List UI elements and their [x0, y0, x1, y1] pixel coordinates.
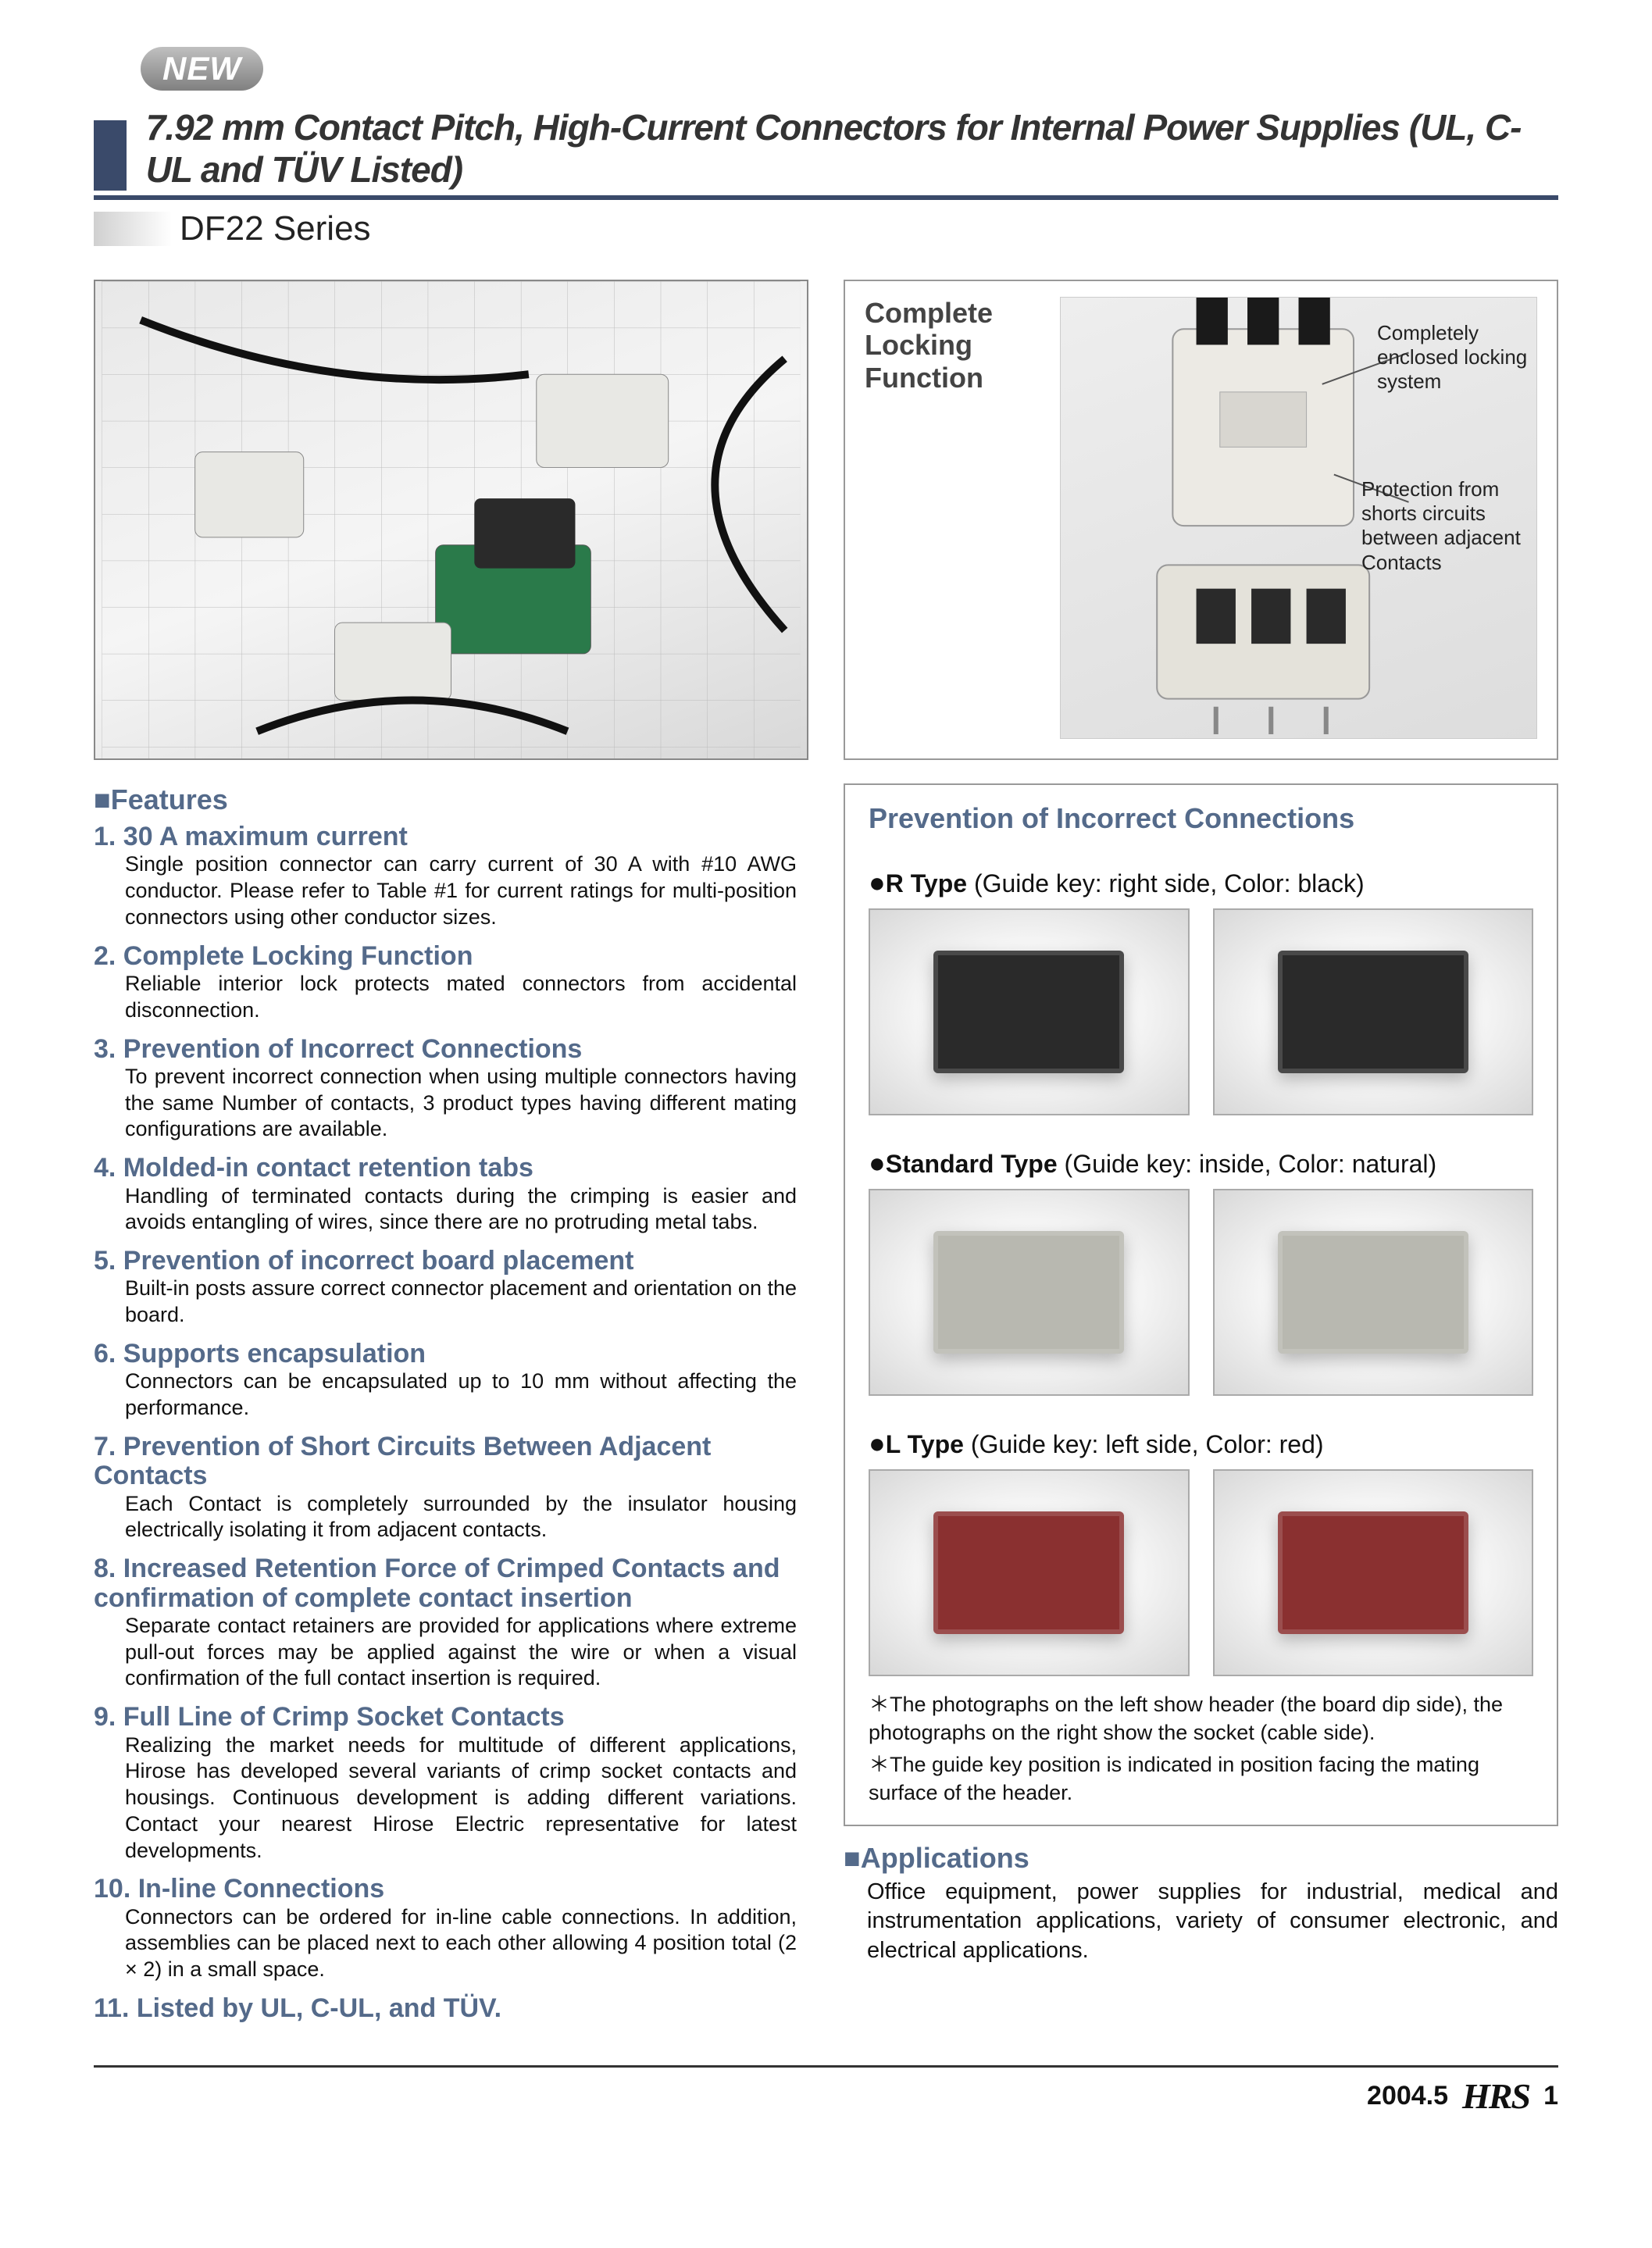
new-badge: NEW	[141, 47, 263, 91]
feature-title: 8. Increased Retention Force of Crimped …	[94, 1554, 808, 1613]
feature-item: 11. Listed by UL, C-UL, and TÜV.	[94, 1994, 808, 2023]
type-title: ●Standard Type (Guide key: inside, Color…	[869, 1147, 1533, 1179]
type-name: Standard Type	[886, 1150, 1058, 1178]
feature-desc: Handling of terminated contacts during t…	[125, 1183, 797, 1236]
connector-placeholder	[1278, 1511, 1468, 1634]
prevention-title: Prevention of Incorrect Connections	[869, 802, 1533, 835]
left-column: ■Features 1. 30 A maximum currentSingle …	[94, 280, 808, 2034]
series-fade	[94, 212, 172, 246]
type-image-socket	[1213, 1469, 1534, 1676]
feature-desc: Built-in posts assure correct connector …	[125, 1276, 797, 1329]
feature-item: 4. Molded-in contact retention tabsHandl…	[94, 1154, 808, 1236]
footer-date: 2004.5	[1367, 2081, 1448, 2111]
type-image-socket	[1213, 908, 1534, 1115]
title-row: 7.92 mm Contact Pitch, High-Current Conn…	[94, 106, 1558, 200]
type-image-header	[869, 1469, 1190, 1676]
feature-desc: Connectors can be ordered for in-line ca…	[125, 1904, 797, 1983]
type-block: ●Standard Type (Guide key: inside, Color…	[869, 1147, 1533, 1396]
feature-title: 2. Complete Locking Function	[94, 942, 808, 971]
feature-title: 5. Prevention of incorrect board placeme…	[94, 1247, 808, 1276]
type-title: ●L Type (Guide key: left side, Color: re…	[869, 1427, 1533, 1460]
feature-title: 4. Molded-in contact retention tabs	[94, 1154, 808, 1183]
bullet-icon: ●	[869, 1147, 886, 1179]
prevention-note-2: ＊The guide key position is indicated in …	[869, 1750, 1533, 1807]
type-note: (Guide key: right side, Color: black)	[967, 869, 1365, 897]
locking-callout-1: Completely enclosed locking system	[1377, 321, 1541, 394]
feature-item: 1. 30 A maximum currentSingle position c…	[94, 822, 808, 931]
connector-placeholder	[933, 1511, 1124, 1634]
footer-page: 1	[1543, 2081, 1558, 2111]
footer: 2004.5 HRS 1	[94, 2065, 1558, 2117]
feature-title: 10. In-line Connections	[94, 1875, 808, 1904]
feature-title: 11. Listed by UL, C-UL, and TÜV.	[94, 1994, 808, 2023]
title-bar	[94, 120, 127, 191]
square-bullet-icon: ■	[844, 1842, 861, 1874]
feature-title: 6. Supports encapsulation	[94, 1340, 808, 1368]
connector-placeholder	[1278, 1231, 1468, 1354]
feature-title: 7. Prevention of Short Circuits Between …	[94, 1433, 808, 1491]
feature-title: 1. 30 A maximum current	[94, 822, 808, 851]
type-block: ●R Type (Guide key: right side, Color: b…	[869, 866, 1533, 1115]
locking-image: Completely enclosed locking system Prote…	[1060, 297, 1537, 739]
type-note: (Guide key: left side, Color: red)	[964, 1430, 1324, 1458]
prevention-box: Prevention of Incorrect Connections ●R T…	[844, 783, 1558, 1826]
connector-placeholder	[933, 951, 1124, 1073]
applications-body: Office equipment, power supplies for ind…	[844, 1878, 1558, 1966]
type-title: ●R Type (Guide key: right side, Color: b…	[869, 866, 1533, 899]
locking-title: Complete Locking Function	[865, 297, 1044, 394]
feature-desc: Realizing the market needs for multitude…	[125, 1732, 797, 1864]
type-name: R Type	[886, 869, 967, 897]
connector-placeholder	[1278, 951, 1468, 1073]
feature-item: 9. Full Line of Crimp Socket ContactsRea…	[94, 1703, 808, 1864]
prevention-note-1: ＊The photographs on the left show header…	[869, 1690, 1533, 1747]
footer-logo: HRS	[1462, 2075, 1529, 2117]
type-block: ●L Type (Guide key: left side, Color: re…	[869, 1427, 1533, 1676]
type-image-header	[869, 908, 1190, 1115]
type-images	[869, 1469, 1533, 1676]
feature-desc: Connectors can be encapsulated up to 10 …	[125, 1368, 797, 1422]
locking-box: Complete Locking Function	[844, 280, 1558, 760]
feature-title: 3. Prevention of Incorrect Connections	[94, 1035, 808, 1064]
feature-item: 2. Complete Locking FunctionReliable int…	[94, 942, 808, 1024]
features-header-text: Features	[111, 783, 228, 815]
type-image-socket	[1213, 1189, 1534, 1396]
type-images	[869, 1189, 1533, 1396]
type-images	[869, 908, 1533, 1115]
bullet-icon: ●	[869, 866, 886, 898]
series-row: DF22 Series	[94, 209, 1558, 248]
feature-desc: To prevent incorrect connection when usi…	[125, 1064, 797, 1143]
hero-placeholder-svg	[95, 281, 807, 758]
feature-desc: Single position connector can carry curr…	[125, 851, 797, 930]
feature-item: 5. Prevention of incorrect board placeme…	[94, 1247, 808, 1329]
feature-item: 10. In-line ConnectionsConnectors can be…	[94, 1875, 808, 1983]
applications-header: ■Applications	[844, 1842, 1558, 1875]
features-header: ■Features	[94, 783, 808, 816]
type-name: L Type	[886, 1430, 964, 1458]
bullet-icon: ●	[869, 1427, 886, 1459]
types-container: ●R Type (Guide key: right side, Color: b…	[869, 866, 1533, 1676]
right-column: Complete Locking Function	[844, 280, 1558, 2034]
type-note: (Guide key: inside, Color: natural)	[1058, 1150, 1437, 1178]
feature-desc: Each Contact is completely surrounded by…	[125, 1491, 797, 1544]
features-list: 1. 30 A maximum currentSingle position c…	[94, 822, 808, 2023]
feature-desc: Separate contact retainers are provided …	[125, 1613, 797, 1692]
type-image-header	[869, 1189, 1190, 1396]
square-bullet-icon: ■	[94, 783, 111, 815]
feature-desc: Reliable interior lock protects mated co…	[125, 971, 797, 1024]
connector-placeholder	[933, 1231, 1124, 1354]
applications-header-text: Applications	[861, 1842, 1029, 1874]
locking-callout-2: Protection from shorts circuits between …	[1361, 477, 1541, 575]
feature-item: 7. Prevention of Short Circuits Between …	[94, 1433, 808, 1543]
feature-item: 8. Increased Retention Force of Crimped …	[94, 1554, 808, 1692]
page-title: 7.92 mm Contact Pitch, High-Current Conn…	[146, 106, 1558, 191]
feature-item: 3. Prevention of Incorrect ConnectionsTo…	[94, 1035, 808, 1144]
feature-title: 9. Full Line of Crimp Socket Contacts	[94, 1703, 808, 1732]
hero-image	[94, 280, 808, 760]
feature-item: 6. Supports encapsulationConnectors can …	[94, 1340, 808, 1422]
series-name: DF22 Series	[180, 209, 371, 248]
